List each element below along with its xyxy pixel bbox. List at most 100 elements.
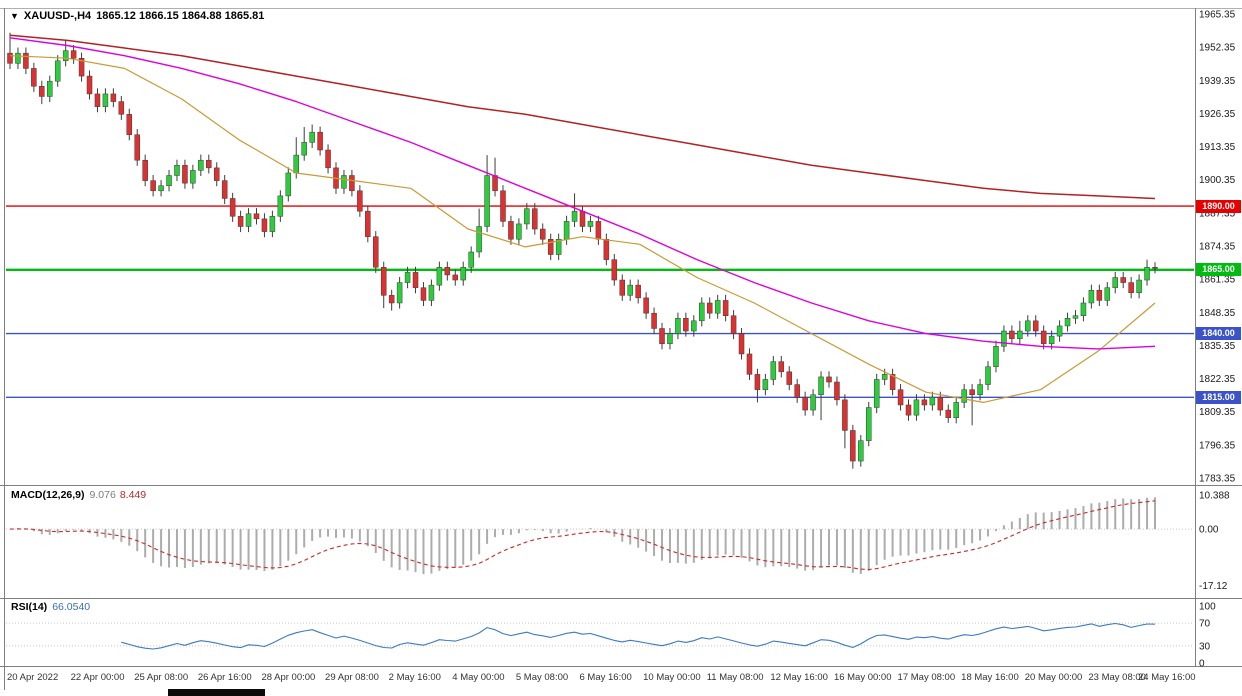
time-tick-label: 10 May 00:00 <box>643 672 701 683</box>
price-badge-1865.00[interactable]: 1865.00 <box>1196 263 1241 277</box>
macd-tick-label: -17.12 <box>1199 581 1228 592</box>
candle <box>714 294 721 319</box>
candle <box>969 384 975 426</box>
time-tick-label: 12 May 16:00 <box>770 672 828 683</box>
candle <box>86 70 93 100</box>
candle <box>341 169 347 194</box>
candle <box>468 246 474 273</box>
candle <box>102 88 109 113</box>
candle <box>547 233 554 261</box>
price-badge-1890.00[interactable]: 1890.00 <box>1196 199 1241 213</box>
candle <box>142 154 148 187</box>
candle <box>1056 320 1063 342</box>
candle <box>659 322 665 350</box>
time-tick-label: 20 Apr 2022 <box>7 672 58 683</box>
macd-signal-line <box>9 500 1156 571</box>
candle <box>245 208 252 233</box>
price-tick-label: 1939.35 <box>1199 76 1236 87</box>
candle <box>110 88 117 108</box>
candle <box>396 276 403 309</box>
price-badge-1840.00[interactable]: 1840.00 <box>1196 327 1241 341</box>
candle <box>213 162 220 187</box>
macd-main-value: 9.076 <box>89 489 116 501</box>
candle <box>444 261 451 281</box>
candle <box>301 127 307 161</box>
price-tick-label: 1848.35 <box>1199 308 1236 319</box>
candle <box>269 210 276 238</box>
candle <box>373 231 379 273</box>
candle <box>317 126 323 156</box>
candle <box>1104 282 1111 307</box>
candle <box>365 205 371 243</box>
candle <box>150 174 156 197</box>
candle <box>1080 297 1087 322</box>
candle <box>826 371 832 388</box>
candle <box>858 435 864 467</box>
rsi-tick-label: 100 <box>1199 602 1216 613</box>
candle <box>460 261 466 286</box>
candle <box>897 384 904 411</box>
time-tick-label: 22 Apr 00:00 <box>71 672 125 683</box>
candle <box>532 203 538 235</box>
candle <box>794 378 800 403</box>
candle <box>738 327 745 360</box>
candle <box>651 307 657 335</box>
symbol-dropdown-icon[interactable]: ▼ <box>10 11 19 21</box>
candle <box>404 266 411 289</box>
ma-mid <box>9 37 1156 350</box>
candle <box>937 391 944 416</box>
rsi-name: RSI(14) <box>11 601 48 613</box>
candle <box>866 401 872 447</box>
candle <box>786 366 792 391</box>
candle <box>595 215 602 245</box>
price-badge-1815.00[interactable]: 1815.00 <box>1196 390 1241 404</box>
candle <box>309 124 315 148</box>
candle <box>54 55 61 87</box>
rsi-indicator-label: RSI(14) 66.0540 <box>9 601 93 613</box>
time-tick-label: 28 Apr 00:00 <box>261 672 315 683</box>
candle <box>277 190 284 222</box>
candle <box>118 95 125 120</box>
candle <box>555 233 562 261</box>
ohlc-values: 1865.12 1866.15 1864.88 1865.81 <box>96 10 265 22</box>
price-tick-label: 1835.35 <box>1199 341 1236 352</box>
candle <box>261 213 268 238</box>
candle <box>476 208 482 258</box>
candle <box>977 378 983 401</box>
time-tick-label: 11 May 08:00 <box>707 672 764 683</box>
candle <box>921 394 928 411</box>
candle <box>754 368 761 403</box>
candle <box>571 193 578 228</box>
candle <box>325 144 331 174</box>
candle <box>500 185 506 228</box>
candle <box>126 108 133 141</box>
ma-fast <box>9 55 1156 403</box>
candle <box>993 340 999 373</box>
time-tick-label: 5 May 08:00 <box>516 672 568 683</box>
price-tick-label: 1900.35 <box>1199 175 1236 186</box>
chart-legend: ▼ XAUUSD-,H4 1865.12 1866.15 1864.88 186… <box>7 10 268 22</box>
time-tick-label: 16 May 00:00 <box>834 672 892 683</box>
macd-tick-label: 0.00 <box>1199 525 1219 536</box>
time-tick-label: 18 May 16:00 <box>961 672 1019 683</box>
candle <box>158 180 164 197</box>
candle <box>985 361 991 391</box>
candle <box>834 376 840 406</box>
candle <box>206 154 212 174</box>
price-tick-label: 1822.35 <box>1199 374 1236 385</box>
candle <box>412 266 419 294</box>
candle <box>388 289 395 311</box>
candle <box>889 368 896 396</box>
price-tick-label: 1965.35 <box>1199 10 1236 21</box>
candle <box>627 279 633 301</box>
candle <box>579 205 586 233</box>
rsi-tick-label: 0 <box>1199 659 1205 670</box>
candle <box>1064 312 1071 332</box>
candle <box>675 312 681 340</box>
rsi-value: 66.0540 <box>52 601 91 613</box>
candle <box>1025 315 1031 337</box>
macd-signal-value: 8.449 <box>119 489 147 501</box>
time-tick-label: 24 May 16:00 <box>1138 672 1196 683</box>
